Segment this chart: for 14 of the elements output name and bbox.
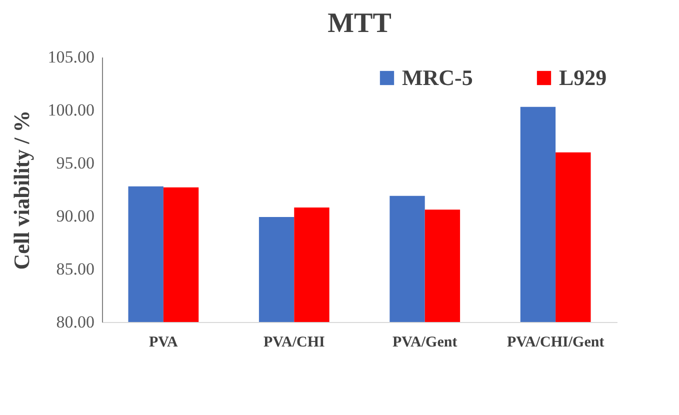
y-axis-title: Cell viability / % [8,110,34,270]
legend-label: L929 [559,65,607,90]
chart-title: MTT [328,8,392,39]
x-tick-label: PVA [148,334,178,350]
legend-label: MRC-5 [402,65,473,90]
x-tick-label: PVA/Gent [392,334,458,350]
y-tick-label: 90.00 [56,206,94,226]
y-tick-label: 85.00 [56,260,94,278]
y-tick-label: 105.00 [48,48,94,66]
y-tick-label: 80.00 [56,312,94,332]
x-tick-label: PVA/CHI/Gent [506,334,604,350]
y-tick-label: 95.00 [56,154,94,172]
y-tick-label: 100.00 [48,100,94,120]
x-tick-label: PVA/CHI [263,334,326,350]
